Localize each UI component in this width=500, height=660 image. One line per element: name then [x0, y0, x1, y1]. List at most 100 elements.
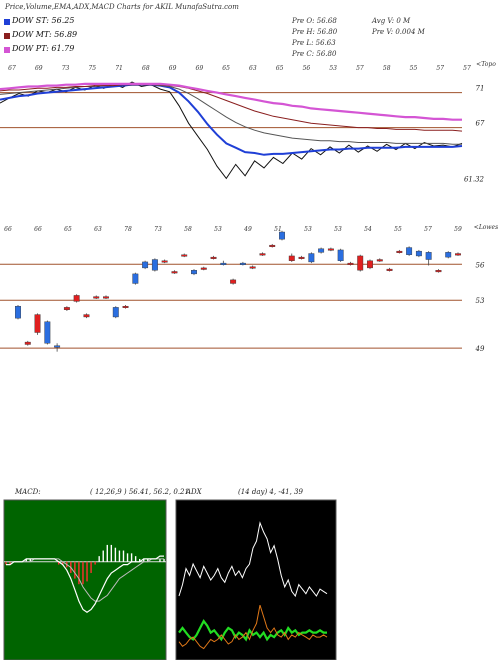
candle-body-8 — [93, 296, 100, 299]
ema-top-tick-0: 67 — [8, 65, 16, 72]
candle-body-9 — [103, 296, 109, 299]
candle-tick-5: 73 — [154, 226, 162, 233]
ema-top-tick-2: 73 — [62, 65, 70, 72]
candle-body-11 — [122, 305, 129, 308]
ema-top-tick-17: 57 — [463, 65, 471, 72]
macd-panel-bg — [3, 499, 167, 660]
candle-body-35 — [357, 255, 364, 271]
candle-body-1 — [24, 341, 31, 345]
macd-title: MACD: — [14, 488, 41, 496]
candle-tick-10: 53 — [304, 226, 312, 233]
ema-right-label: <Topo — [476, 61, 496, 68]
ema-series-ema_short — [0, 83, 463, 156]
candle-body-44 — [445, 252, 452, 258]
ema-top-tick-4: 71 — [115, 65, 123, 72]
ema-series-ema_long — [0, 84, 463, 132]
candle-body-28 — [288, 255, 295, 261]
candle-body-26 — [269, 244, 276, 247]
title-text: Price,Volume,EMA,ADX,MACD Charts for AKI… — [5, 3, 173, 11]
ema-series-price — [0, 81, 463, 180]
candle-tick-4: 78 — [124, 226, 132, 233]
candle-body-15 — [161, 260, 168, 263]
candle-tick-12: 54 — [364, 226, 372, 233]
candle-body-16 — [171, 271, 178, 274]
candle-body-37 — [376, 259, 383, 262]
ema-top-tick-12: 53 — [329, 65, 337, 72]
adx-params: (14 day) 4, -41, 39 — [238, 488, 304, 496]
candle-body-17 — [181, 254, 188, 257]
candle-tick-6: 58 — [184, 226, 192, 233]
candle-body-39 — [396, 250, 403, 253]
candle-body-31 — [318, 248, 325, 253]
macd-params: ( 12,26,9 ) 56.41, 56.2, 0.21 — [90, 488, 189, 496]
candle-tick-14: 57 — [424, 226, 432, 233]
candle-body-12 — [132, 273, 139, 284]
ema-top-tick-10: 65 — [276, 65, 284, 72]
candle-body-42 — [425, 252, 432, 260]
legend-dow-st: DOW ST: 56.25 — [12, 16, 75, 25]
stat-open: Pre O: 56.68 — [292, 17, 337, 25]
candle-body-3 — [44, 321, 51, 344]
adx-series-di_plus — [178, 604, 328, 650]
legend-dow-pt: DOW PT: 61.79 — [12, 44, 75, 53]
candle-tick-9: 51 — [274, 226, 282, 233]
candle-tick-13: 55 — [394, 226, 402, 233]
candle-body-34 — [347, 262, 354, 265]
ema-top-tick-16: 57 — [436, 65, 444, 72]
candle-body-29 — [298, 256, 305, 259]
candle-tick-1: 66 — [34, 226, 42, 233]
legend-swatch-st — [4, 19, 10, 25]
stat-pre-volume: Pre V: 0.004 M — [372, 28, 425, 36]
candle-tick-2: 65 — [64, 226, 72, 233]
chart-title: Price,Volume,EMA,ADX,MACD Charts for AKI… — [5, 3, 239, 11]
candle-body-38 — [386, 268, 393, 271]
adx-series-di_minus — [178, 619, 327, 642]
adx-title: ADX — [185, 488, 203, 496]
candle-tick-3: 63 — [94, 226, 102, 233]
ema-top-tick-8: 65 — [222, 65, 230, 72]
candle-body-36 — [367, 260, 373, 269]
candle-body-2 — [34, 314, 41, 333]
candle-tick-7: 53 — [214, 226, 222, 233]
ema-top-tick-1: 69 — [35, 65, 43, 72]
candle-tick-8: 49 — [243, 226, 252, 233]
ema-top-tick-6: 69 — [169, 65, 177, 72]
candle-body-43 — [435, 270, 442, 273]
ema-last-value: 61.32 — [464, 175, 485, 183]
candle-body-19 — [200, 267, 207, 270]
legend-dow-mt: DOW MT: 56.89 — [12, 30, 78, 39]
candle-body-23 — [239, 262, 246, 265]
candle-tick-0: 66 — [4, 226, 12, 233]
candle-body-10 — [112, 307, 119, 318]
candle-right-label: <Lowes — [474, 224, 498, 231]
stat-high: Pre H: 56.80 — [292, 28, 338, 36]
candle-body-6 — [73, 295, 80, 302]
candle-body-22 — [230, 279, 237, 284]
stat-avg-volume: Avg V: 0 M — [372, 17, 411, 25]
legend-swatch-pt — [4, 47, 10, 53]
candle-ytick-56: 56 — [476, 261, 485, 269]
ema-top-tick-7: 69 — [196, 65, 204, 72]
ema-top-tick-14: 58 — [383, 65, 391, 72]
macd-series-macd — [6, 555, 164, 614]
ema-top-tick-9: 63 — [249, 65, 257, 72]
ema-ytick-67: 67 — [476, 120, 485, 128]
ema-panel-bg — [0, 62, 500, 202]
adx-series-adx — [178, 521, 328, 598]
ema-top-tick-13: 57 — [356, 65, 364, 72]
ema-top-tick-3: 75 — [88, 65, 96, 72]
candle-body-27 — [279, 231, 285, 240]
candle-body-20 — [210, 256, 217, 259]
candle-ytick-49: 49 — [475, 345, 485, 353]
ema-top-tick-11: 56 — [303, 65, 311, 72]
candle-body-33 — [337, 249, 344, 261]
candle-tick-11: 53 — [334, 226, 342, 233]
candle-body-24 — [249, 266, 256, 269]
candle-body-41 — [415, 250, 422, 257]
candle-body-4 — [54, 345, 61, 348]
macd-series-signal — [6, 558, 164, 602]
ema-top-tick-15: 55 — [410, 65, 418, 72]
site-text: MunafaSutra.com — [175, 3, 239, 11]
legend-swatch-mt — [4, 33, 10, 39]
